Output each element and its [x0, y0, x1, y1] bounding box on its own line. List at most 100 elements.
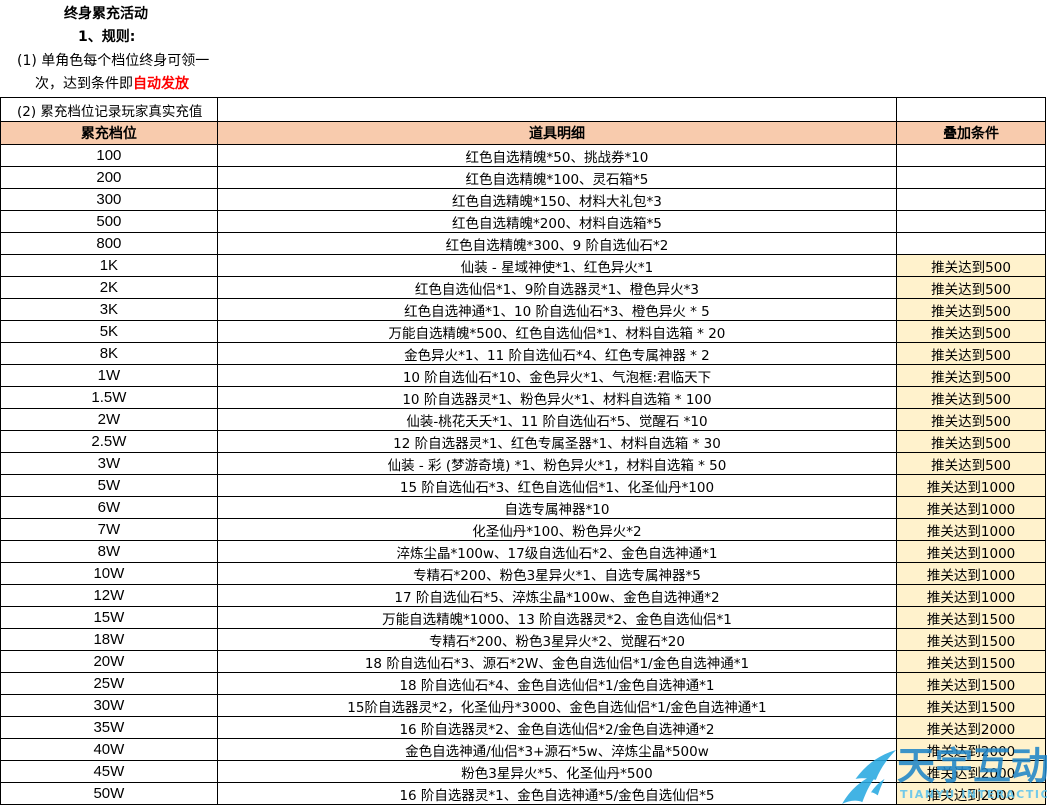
items-cell: 红色自选精魄*50、挑战券*10 — [217, 145, 898, 167]
table-row: 500 红色自选精魄*200、材料自选箱*5 — [1, 211, 1046, 233]
tier-cell: 45W — [1, 761, 218, 783]
rule-2-empty-cell-2 — [897, 98, 1047, 122]
table-row: 30W 15阶自选器灵*2，化圣仙丹*3000、金色自选仙侣*1/金色自选神通*… — [1, 695, 1046, 717]
table-row: 25W 18 阶自选仙石*4、金色自选仙侣*1/金色自选神通*1 推关达到150… — [1, 673, 1046, 695]
tier-cell: 25W — [1, 673, 218, 695]
tier-cell: 3K — [1, 299, 218, 321]
tier-cell: 1.5W — [1, 387, 218, 409]
condition-cell: 推关达到1000 — [897, 541, 1046, 563]
tier-cell: 5K — [1, 321, 218, 343]
items-cell: 18 阶自选仙石*4、金色自选仙侣*1/金色自选神通*1 — [217, 673, 898, 695]
items-cell: 专精石*200、粉色3星异火*2、觉醒石*20 — [217, 629, 898, 651]
table-row: 20W 18 阶自选仙石*3、源石*2W、金色自选仙侣*1/金色自选神通*1 推… — [1, 651, 1046, 673]
tier-cell: 3W — [1, 453, 218, 475]
table-row: 15W 万能自选精魄*1000、13 阶自选器灵*2、金色自选仙侣*1 推关达到… — [1, 607, 1046, 629]
table-row: 1.5W 10 阶自选器灵*1、粉色异火*1、材料自选箱 * 100 推关达到5… — [1, 387, 1046, 409]
auto-grant-highlight: 自动发放 — [133, 76, 189, 92]
condition-cell: 推关达到500 — [897, 299, 1046, 321]
tier-cell: 12W — [1, 585, 218, 607]
table-row: 45W 粉色3星异火*5、化圣仙丹*500 推关达到2000 — [1, 761, 1046, 783]
items-cell: 金色自选神通/仙侣*3+源石*5w、淬炼尘晶*500w — [217, 739, 898, 761]
table-row: 1W 10 阶自选仙石*10、金色异火*1、气泡框:君临天下 推关达到500 — [1, 365, 1046, 387]
tier-cell: 500 — [1, 211, 218, 233]
condition-cell — [897, 167, 1046, 189]
items-cell: 化圣仙丹*100、粉色异火*2 — [217, 519, 898, 541]
table-row: 12W 17 阶自选仙石*5、淬炼尘晶*100w、金色自选神通*2 推关达到10… — [1, 585, 1046, 607]
condition-cell: 推关达到1500 — [897, 673, 1046, 695]
tier-cell: 2K — [1, 277, 218, 299]
condition-cell: 推关达到500 — [897, 343, 1046, 365]
rule-2-cell: (2) 累充档位记录玩家真实充值 — [1, 98, 218, 122]
condition-cell: 推关达到2000 — [897, 783, 1046, 805]
condition-cell: 推关达到500 — [897, 431, 1046, 453]
items-cell: 15 阶自选仙石*3、红色自选仙侣*1、化圣仙丹*100 — [217, 475, 898, 497]
condition-cell: 推关达到500 — [897, 321, 1046, 343]
items-cell: 17 阶自选仙石*5、淬炼尘晶*100w、金色自选神通*2 — [217, 585, 898, 607]
items-cell: 10 阶自选仙石*10、金色异火*1、气泡框:君临天下 — [217, 365, 898, 387]
condition-cell: 推关达到1000 — [897, 519, 1046, 541]
tier-cell: 300 — [1, 189, 218, 211]
condition-cell — [897, 189, 1046, 211]
column-header-condition: 叠加条件 — [897, 122, 1046, 145]
condition-cell — [897, 211, 1046, 233]
table-row: 5W 15 阶自选仙石*3、红色自选仙侣*1、化圣仙丹*100 推关达到1000 — [1, 475, 1046, 497]
items-cell: 金色异火*1、11 阶自选仙石*4、红色专属神器 * 2 — [217, 343, 898, 365]
table-row: 6W 自选专属神器*10 推关达到1000 — [1, 497, 1046, 519]
condition-cell: 推关达到2000 — [897, 761, 1046, 783]
table-row: 300 红色自选精魄*150、材料大礼包*3 — [1, 189, 1046, 211]
condition-cell: 推关达到500 — [897, 365, 1046, 387]
column-header-items: 道具明细 — [217, 122, 898, 145]
items-cell: 自选专属神器*10 — [217, 497, 898, 519]
condition-cell — [897, 233, 1046, 255]
items-cell: 万能自选精魄*500、红色自选仙侣*1、材料自选箱 * 20 — [217, 321, 898, 343]
items-cell: 18 阶自选仙石*3、源石*2W、金色自选仙侣*1/金色自选神通*1 — [217, 651, 898, 673]
rule-2-row: (2) 累充档位记录玩家真实充值 — [1, 98, 1047, 122]
table-row: 18W 专精石*200、粉色3星异火*2、觉醒石*20 推关达到1500 — [1, 629, 1046, 651]
items-cell: 仙装 - 星域神使*1、红色异火*1 — [217, 255, 898, 277]
condition-cell: 推关达到1500 — [897, 695, 1046, 717]
tier-cell: 2.5W — [1, 431, 218, 453]
tier-cell: 1K — [1, 255, 218, 277]
items-cell: 16 阶自选器灵*2、金色自选仙侣*2/金色自选神通*2 — [217, 717, 898, 739]
table-row: 3K 红色自选神通*1、10 阶自选仙石*3、橙色异火 * 5 推关达到500 — [1, 299, 1046, 321]
tier-cell: 20W — [1, 651, 218, 673]
items-cell: 红色自选精魄*200、材料自选箱*5 — [217, 211, 898, 233]
tier-cell: 2W — [1, 409, 218, 431]
rule-1-line-2: 次，达到条件即自动发放 — [35, 76, 189, 93]
tier-cell: 800 — [1, 233, 218, 255]
tier-cell: 35W — [1, 717, 218, 739]
table-row: 5K 万能自选精魄*500、红色自选仙侣*1、材料自选箱 * 20 推关达到50… — [1, 321, 1046, 343]
table-row: 800 红色自选精魄*300、9 阶自选仙石*2 — [1, 233, 1046, 255]
condition-cell: 推关达到2000 — [897, 739, 1046, 761]
table-row: 35W 16 阶自选器灵*2、金色自选仙侣*2/金色自选神通*2 推关达到200… — [1, 717, 1046, 739]
condition-cell — [897, 145, 1046, 167]
table-row: 2.5W 12 阶自选器灵*1、红色专属圣器*1、材料自选箱 * 30 推关达到… — [1, 431, 1046, 453]
items-cell: 专精石*200、粉色3星异火*1、自选专属神器*5 — [217, 563, 898, 585]
table-row: 1K 仙装 - 星域神使*1、红色异火*1 推关达到500 — [1, 255, 1046, 277]
condition-cell: 推关达到500 — [897, 255, 1046, 277]
table-row: 2K 红色自选仙侣*1、9阶自选器灵*1、橙色异火*3 推关达到500 — [1, 277, 1046, 299]
tier-cell: 40W — [1, 739, 218, 761]
activity-title: 终身累充活动 — [64, 6, 148, 22]
condition-cell: 推关达到500 — [897, 453, 1046, 475]
items-cell: 粉色3星异火*5、化圣仙丹*500 — [217, 761, 898, 783]
items-cell: 红色自选仙侣*1、9阶自选器灵*1、橙色异火*3 — [217, 277, 898, 299]
tier-cell: 5W — [1, 475, 218, 497]
tier-cell: 7W — [1, 519, 218, 541]
items-cell: 16 阶自选器灵*1、金色自选神通*5/金色自选仙侣*5 — [217, 783, 898, 805]
items-cell: 淬炼尘晶*100w、17级自选仙石*2、金色自选神通*1 — [217, 541, 898, 563]
table-row: 8W 淬炼尘晶*100w、17级自选仙石*2、金色自选神通*1 推关达到1000 — [1, 541, 1046, 563]
table-body: 100 红色自选精魄*50、挑战券*10 200 红色自选精魄*100、灵石箱*… — [1, 145, 1046, 805]
table-row: 8K 金色异火*1、11 阶自选仙石*4、红色专属神器 * 2 推关达到500 — [1, 343, 1046, 365]
tier-cell: 10W — [1, 563, 218, 585]
items-cell: 10 阶自选器灵*1、粉色异火*1、材料自选箱 * 100 — [217, 387, 898, 409]
condition-cell: 推关达到1000 — [897, 585, 1046, 607]
items-cell: 红色自选神通*1、10 阶自选仙石*3、橙色异火 * 5 — [217, 299, 898, 321]
condition-cell: 推关达到1500 — [897, 607, 1046, 629]
table-header-row: 累充档位 道具明细 叠加条件 — [1, 122, 1046, 145]
table-row: 2W 仙装-桃花夭夭*1、11 阶自选仙石*5、觉醒石 *10 推关达到500 — [1, 409, 1046, 431]
items-cell: 红色自选精魄*150、材料大礼包*3 — [217, 189, 898, 211]
tier-cell: 8K — [1, 343, 218, 365]
tier-cell: 30W — [1, 695, 218, 717]
